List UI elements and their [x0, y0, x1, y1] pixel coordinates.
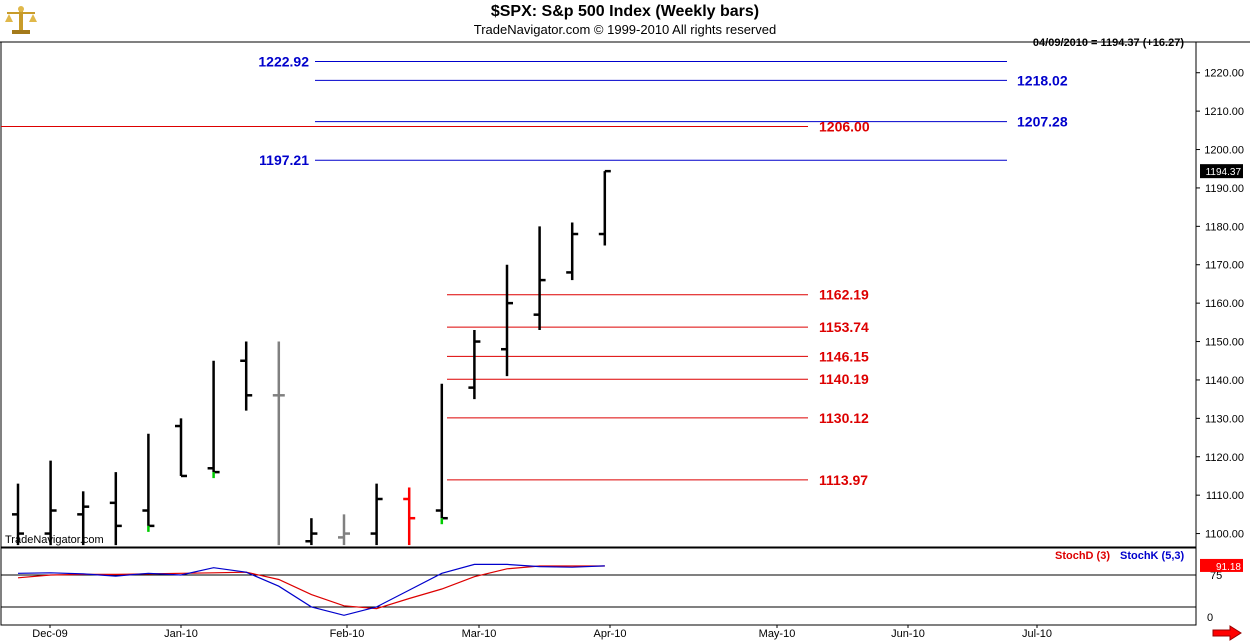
- last-price-badge: [1200, 164, 1243, 179]
- y-axis-tick-label: 1110.00: [1206, 490, 1244, 502]
- ohlc-bar: [109, 472, 122, 546]
- chart-title: $SPX: S&p 500 Index (Weekly bars): [490, 3, 760, 20]
- x-axis-tick-label: Jun-10: [891, 628, 925, 640]
- support-label: 1162.19: [819, 287, 869, 303]
- x-axis-tick-label: Apr-10: [593, 628, 626, 640]
- y-axis-tick-label: 1190.00: [1205, 183, 1244, 195]
- stochastic-last-label: 91.18: [1216, 562, 1241, 573]
- ohlc-bar: [403, 487, 416, 546]
- y-axis-tick-label: 1140.00: [1205, 375, 1244, 387]
- y-axis-tick-label: 1220.00: [1204, 68, 1244, 80]
- x-axis-tick-label: Jan-10: [164, 628, 198, 640]
- ohlc-bar: [175, 418, 187, 478]
- legend-stochk: StochK (5,3): [1120, 550, 1185, 562]
- watermark-text: TradeNavigator.com: [5, 534, 104, 546]
- red-right-arrow-icon[interactable]: [1212, 625, 1242, 641]
- stochastic-tick-label: 0: [1207, 612, 1213, 624]
- ohlc-bar: [468, 330, 481, 400]
- y-axis-tick-label: 1150.00: [1205, 337, 1244, 349]
- ohlc-bar: [77, 491, 90, 546]
- stochastic-series-line: [17, 563, 605, 616]
- support-label: 1153.74: [819, 319, 869, 335]
- stochastic-series-line: [17, 565, 605, 610]
- ohlc-bar: [370, 483, 383, 546]
- ohlc-bar: [566, 222, 579, 281]
- x-axis-tick-label: Dec-09: [32, 628, 67, 640]
- brass-scale-icon: [5, 6, 37, 34]
- resistance-label: 1197.21: [259, 152, 309, 168]
- ohlc-bar: [272, 341, 285, 546]
- ohlc-bar: [142, 433, 155, 532]
- ohlc-bar: [12, 483, 24, 546]
- resistance-label: 1222.92: [258, 54, 309, 70]
- stochastic-panel-frame: [0, 547, 1197, 626]
- y-axis-tick-label: 1180.00: [1205, 221, 1244, 233]
- y-axis-tick-label: 1200.00: [1204, 145, 1244, 157]
- support-label: 1113.97: [819, 472, 868, 488]
- resistance-label: 1218.02: [1017, 72, 1068, 88]
- legend-stochd: StochD (3): [1055, 550, 1110, 562]
- ohlc-bar: [533, 226, 546, 331]
- ohlc-bar: [338, 514, 350, 546]
- y-axis-tick-label: 1120.00: [1205, 452, 1244, 464]
- ohlc-bar: [435, 383, 448, 525]
- y-axis-tick-label: 1130.00: [1205, 413, 1244, 425]
- y-axis-tick-label: 1210.00: [1204, 106, 1244, 118]
- x-axis-tick-label: May-10: [759, 628, 796, 640]
- support-label: 1146.15: [819, 348, 869, 364]
- last-price-label: 1194.37: [1206, 167, 1242, 178]
- y-axis-tick-label: 1160.00: [1205, 298, 1244, 310]
- ohlc-bar: [44, 460, 57, 546]
- stochastic-last-badge: [1200, 558, 1243, 572]
- copyright-subtitle: TradeNavigator.com © 1999-2010 All right…: [473, 22, 777, 37]
- ohlc-bar: [240, 341, 253, 411]
- y-axis-tick-label: 1100.00: [1205, 529, 1244, 541]
- stochastic-tick-label: 75: [1210, 570, 1222, 582]
- ohlc-bar: [598, 169, 611, 246]
- ohlc-bar: [207, 360, 220, 479]
- x-axis-tick-label: Feb-10: [330, 628, 365, 640]
- support-label: 1140.19: [819, 371, 869, 387]
- support-label: 1206.00: [819, 118, 870, 134]
- y-axis-tick-label: 1170.00: [1205, 260, 1244, 272]
- resistance-label: 1207.28: [1017, 114, 1068, 130]
- support-label: 1130.12: [819, 410, 869, 426]
- price-readout: 04/09/2010 = 1194.37 (+16.27): [1032, 37, 1184, 49]
- ohlc-bar: [501, 264, 513, 377]
- ohlc-bar: [305, 518, 318, 546]
- x-axis-tick-label: Mar-10: [462, 628, 497, 640]
- x-axis-tick-label: Jul-10: [1022, 628, 1052, 640]
